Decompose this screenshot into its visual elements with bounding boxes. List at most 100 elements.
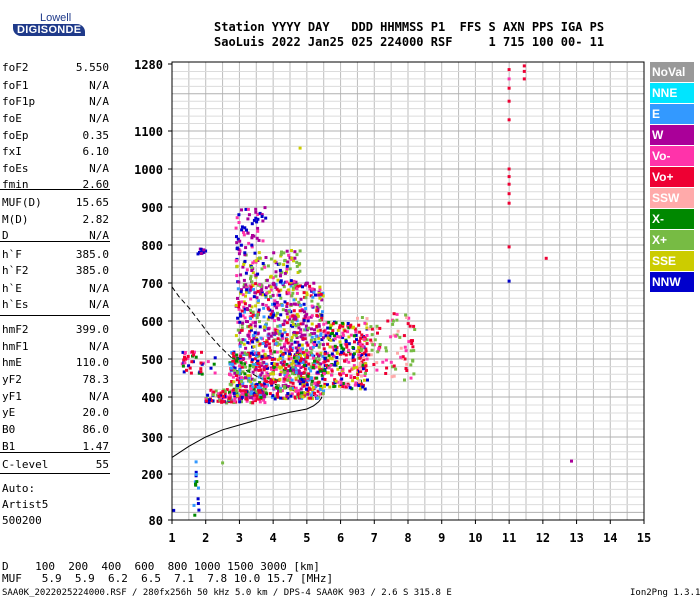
echo-point: [243, 253, 247, 257]
echo-point: [314, 365, 318, 369]
echo-point: [242, 300, 246, 304]
echo-point: [300, 343, 304, 347]
param-name: h`F2: [2, 264, 29, 277]
echo-point: [285, 333, 289, 337]
echo-point: [302, 318, 306, 322]
echo-point: [251, 370, 255, 374]
echo-point: [254, 259, 258, 263]
echo-point: [237, 252, 241, 256]
echo-point: [307, 350, 311, 354]
echo-point: [326, 383, 329, 387]
echo-point: [395, 312, 399, 316]
echo-point: [245, 290, 248, 294]
echo-point: [385, 366, 389, 370]
echo-point: [240, 228, 244, 232]
echo-point: [206, 393, 210, 397]
echo-point: [233, 399, 237, 403]
echo-point: [270, 367, 273, 371]
echo-point: [265, 291, 269, 295]
echo-point: [287, 310, 291, 314]
echo-point: [251, 340, 255, 344]
echo-point: [237, 397, 241, 401]
echo-point: [280, 270, 284, 274]
echo-point: [199, 370, 203, 374]
echo-point: [196, 502, 200, 505]
echo-point: [355, 365, 359, 369]
echo-point: [257, 354, 261, 358]
y-tick-label: 200: [141, 468, 163, 482]
echo-point: [284, 383, 288, 387]
echo-point: [318, 296, 322, 300]
echo-point: [364, 347, 368, 351]
param-value: N/A: [89, 282, 109, 295]
echo-point: [192, 353, 196, 357]
echo-point: [266, 366, 269, 370]
echo-point: [323, 384, 326, 388]
echo-point: [315, 352, 319, 356]
echo-point: [335, 351, 339, 355]
echo-point: [344, 340, 348, 343]
echo-point: [283, 330, 287, 334]
param-separator: [0, 241, 110, 242]
echo-point: [310, 322, 314, 326]
echo-point: [254, 367, 258, 371]
echo-point: [302, 376, 306, 380]
echo-point: [253, 331, 257, 335]
echo-point: [240, 376, 244, 380]
echo-point: [225, 388, 229, 392]
echo-point: [250, 377, 254, 381]
echo-point: [289, 279, 293, 283]
param-row-h-f2: h`F2 385.0: [2, 264, 109, 279]
echo-point: [259, 368, 263, 372]
echo-point: [291, 366, 295, 370]
echo-point: [291, 368, 295, 372]
header-values: SaoLuis 2022 Jan25 025 224000 RSF 1 715 …: [214, 35, 605, 49]
echo-point: [361, 356, 365, 359]
echo-point: [284, 366, 288, 370]
echo-point: [256, 226, 260, 230]
param-name: B1: [2, 440, 16, 453]
echo-point: [282, 363, 286, 367]
echo-point: [254, 365, 258, 369]
echo-point: [274, 274, 278, 278]
echo-point: [279, 288, 283, 292]
echo-point: [240, 380, 243, 383]
echo-point: [252, 391, 256, 395]
echo-point: [265, 392, 268, 396]
echo-point: [331, 329, 335, 332]
echo-point: [311, 356, 315, 360]
echo-point: [313, 328, 316, 332]
echo-point: [351, 346, 355, 349]
echo-point: [391, 319, 395, 323]
echo-point: [240, 400, 243, 404]
echo-point: [183, 355, 186, 359]
param-row-ye: yE 20.0: [2, 406, 109, 421]
echo-point: [507, 245, 511, 249]
echo-point: [234, 226, 238, 230]
echo-point: [309, 351, 313, 355]
echo-point: [269, 257, 273, 261]
echo-point: [279, 361, 283, 365]
echo-point: [271, 394, 275, 398]
echo-point: [328, 356, 332, 360]
echo-point: [316, 360, 320, 364]
echo-point: [255, 236, 259, 240]
echo-point: [244, 376, 247, 380]
echo-point: [253, 357, 257, 361]
echo-point: [327, 366, 331, 370]
echo-point: [265, 278, 269, 282]
echo-point: [357, 353, 361, 357]
echo-point: [253, 351, 257, 355]
echo-point: [256, 300, 260, 304]
echo-point: [278, 262, 282, 266]
echo-point: [321, 294, 325, 298]
echo-point: [365, 342, 369, 346]
echo-point: [507, 118, 511, 122]
echo-point: [258, 211, 262, 215]
echo-point: [394, 367, 398, 371]
echo-point: [251, 271, 255, 275]
echo-point: [242, 342, 246, 346]
echo-point: [394, 334, 398, 338]
echo-point: [194, 473, 198, 476]
echo-point: [249, 326, 253, 330]
